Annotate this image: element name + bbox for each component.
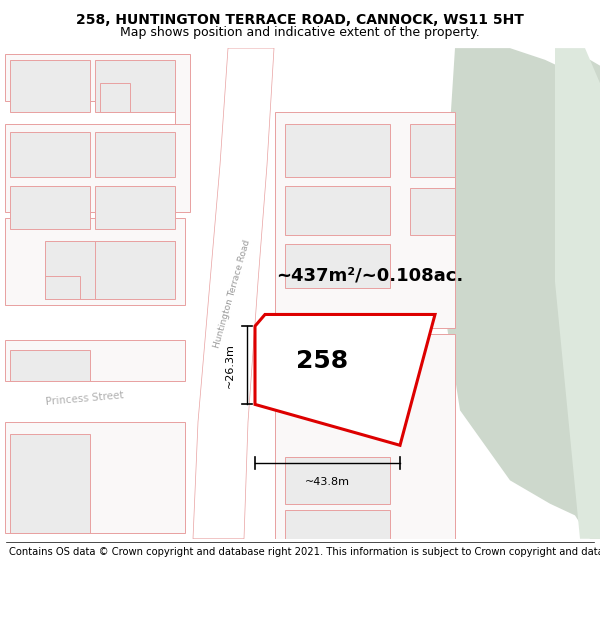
Polygon shape	[100, 83, 130, 112]
Polygon shape	[5, 422, 185, 533]
Polygon shape	[285, 186, 390, 235]
Text: Huntington Terrace Road: Huntington Terrace Road	[212, 238, 252, 349]
Polygon shape	[95, 186, 175, 229]
Text: Map shows position and indicative extent of the property.: Map shows position and indicative extent…	[120, 26, 480, 39]
Polygon shape	[285, 509, 390, 539]
Text: 258, HUNTINGTON TERRACE ROAD, CANNOCK, WS11 5HT: 258, HUNTINGTON TERRACE ROAD, CANNOCK, W…	[76, 14, 524, 28]
Text: Princess Street: Princess Street	[46, 390, 124, 407]
Text: ~437m²/~0.108ac.: ~437m²/~0.108ac.	[277, 267, 464, 285]
Polygon shape	[10, 186, 90, 229]
Polygon shape	[285, 124, 390, 177]
Text: ~26.3m: ~26.3m	[225, 343, 235, 388]
Polygon shape	[10, 434, 90, 533]
Polygon shape	[410, 124, 455, 177]
Polygon shape	[275, 334, 455, 539]
Polygon shape	[555, 48, 600, 539]
Polygon shape	[410, 188, 455, 235]
Polygon shape	[255, 314, 435, 445]
Polygon shape	[95, 241, 175, 299]
Polygon shape	[275, 112, 455, 329]
Polygon shape	[95, 132, 175, 177]
Polygon shape	[285, 244, 390, 288]
Polygon shape	[10, 60, 90, 112]
Polygon shape	[45, 276, 80, 299]
Polygon shape	[5, 217, 185, 305]
Text: 258: 258	[296, 349, 348, 373]
Polygon shape	[45, 241, 175, 299]
Polygon shape	[10, 132, 90, 177]
Polygon shape	[5, 54, 190, 124]
Polygon shape	[193, 48, 274, 539]
Polygon shape	[95, 60, 175, 112]
Text: Contains OS data © Crown copyright and database right 2021. This information is : Contains OS data © Crown copyright and d…	[9, 548, 600, 558]
Polygon shape	[285, 457, 390, 504]
Polygon shape	[440, 48, 600, 539]
Polygon shape	[5, 124, 190, 212]
Polygon shape	[10, 349, 90, 381]
Text: ~43.8m: ~43.8m	[305, 477, 350, 487]
Polygon shape	[5, 340, 185, 381]
